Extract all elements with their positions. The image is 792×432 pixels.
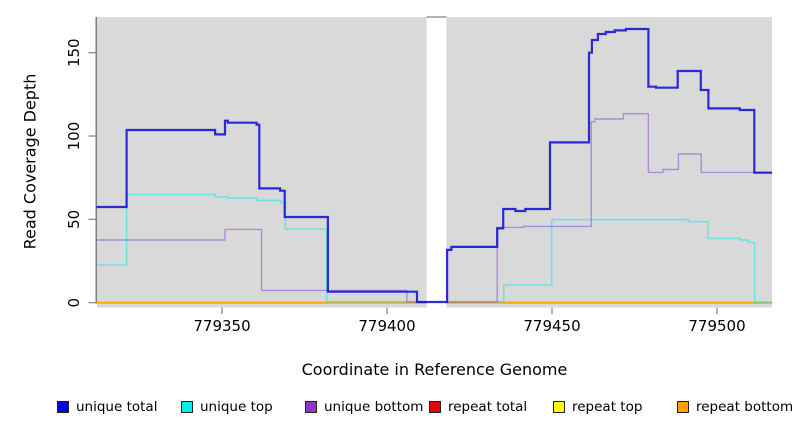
legend-item-repeat-top: repeat top — [553, 399, 677, 415]
legend-label: unique bottom — [324, 399, 424, 415]
legend-swatch-unique-total — [57, 401, 69, 413]
x-tick-label: 779500 — [688, 317, 745, 335]
y-tick-label: 0 — [65, 298, 83, 308]
legend-label: repeat top — [572, 399, 643, 415]
y-tick-label: 150 — [65, 38, 83, 67]
legend-item-unique-bottom: unique bottom — [305, 399, 429, 415]
series-line-unique-total — [96, 27, 773, 304]
legend-swatch-repeat-bottom — [677, 401, 689, 413]
legend-label: unique total — [76, 399, 158, 415]
legend-swatch-repeat-total — [429, 401, 441, 413]
x-tick-label: 779450 — [523, 317, 580, 335]
legend-label: repeat bottom — [696, 399, 792, 415]
legend-item-repeat-total: repeat total — [429, 399, 553, 415]
legend-swatch-unique-top — [181, 401, 193, 413]
y-tick-label: 50 — [65, 210, 83, 229]
y-axis-title: Read Coverage Depth — [20, 73, 40, 250]
legend-label: repeat total — [448, 399, 528, 415]
legend-label: unique top — [200, 399, 273, 415]
legend-item-unique-total: unique total — [57, 399, 181, 415]
gap-mask — [426, 16, 447, 308]
x-axis-title: Coordinate in Reference Genome — [301, 360, 568, 379]
legend: unique total unique top unique bottom re… — [57, 399, 792, 415]
x-tick-label: 779400 — [358, 317, 415, 335]
series-line-unique-bottom — [96, 112, 773, 303]
legend-item-repeat-bottom: repeat bottom — [677, 399, 792, 415]
y-tick-label: 100 — [65, 122, 83, 151]
legend-swatch-repeat-top — [553, 401, 565, 413]
x-tick-label: 779350 — [193, 317, 250, 335]
legend-swatch-unique-bottom — [305, 401, 317, 413]
legend-item-unique-top: unique top — [181, 399, 305, 415]
